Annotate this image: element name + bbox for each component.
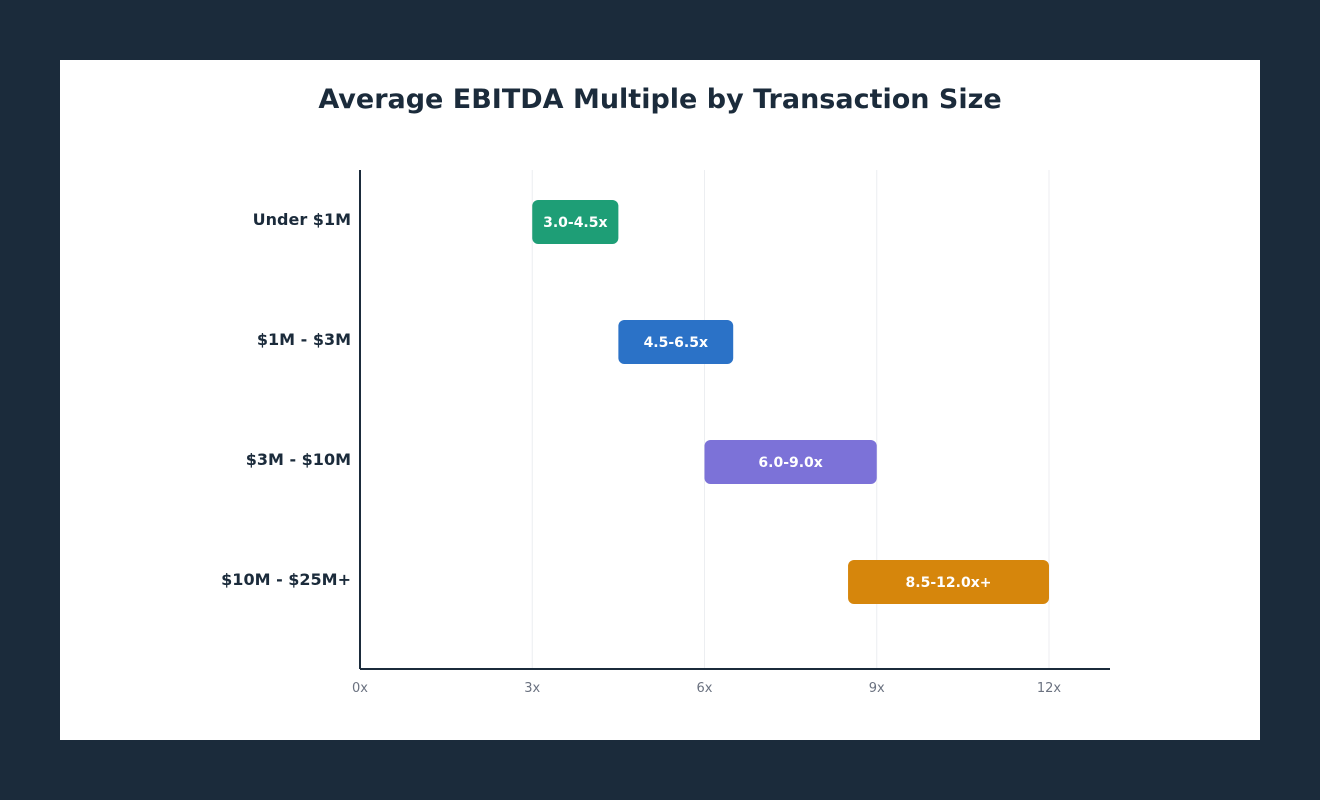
range-bar xyxy=(848,560,1049,604)
x-tick-label: 0x xyxy=(352,681,368,696)
bar-value-label: 6.0-9.0x xyxy=(758,455,822,471)
x-tick-label: 12x xyxy=(1037,681,1062,696)
x-tick-label: 6x xyxy=(697,681,713,696)
bar-value-label: 4.5-6.5x xyxy=(644,335,708,351)
chart-card xyxy=(60,60,1260,740)
labels: 0x 3x 6x 9x 12x Under $1M $1M - $3M $3M - $10M $… xyxy=(221,210,1061,696)
category-label: $3M - $10M xyxy=(246,450,351,469)
category-label: Under $1M xyxy=(253,210,351,229)
category-label: $10M - $25M+ xyxy=(221,570,351,589)
range-bar xyxy=(618,320,734,364)
bar-value-label: 8.5-12.0x+ xyxy=(906,575,992,591)
category-label: $1M - $3M xyxy=(257,330,351,349)
x-tick-label: 9x xyxy=(869,681,885,696)
x-tick-label: 3x xyxy=(524,681,540,696)
bar-value-label: 3.0-4.5x xyxy=(543,215,607,231)
axes xyxy=(359,170,1110,670)
range-bar xyxy=(532,200,619,244)
range-bar xyxy=(704,440,877,484)
range-bars xyxy=(532,200,1049,604)
chart-title: Average EBITDA Multiple by Transaction S… xyxy=(318,84,1002,115)
